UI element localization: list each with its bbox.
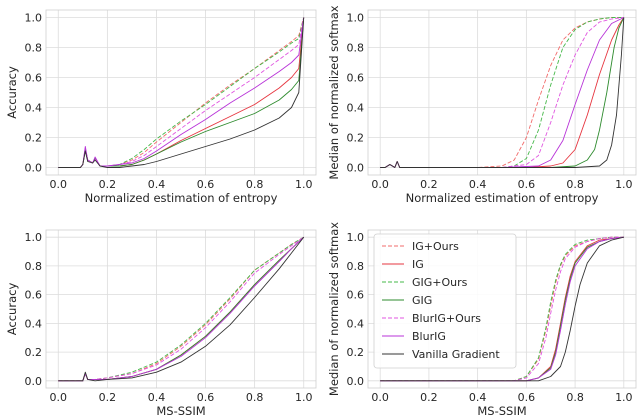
legend-entry-label: IG+Ours: [412, 240, 459, 253]
y-tick-label: 0.6: [25, 72, 43, 85]
y-tick-label: 0.8: [347, 42, 365, 55]
plot-area: [368, 10, 636, 175]
series-line-blurig: [58, 17, 305, 168]
x-tick-label: 0.8: [246, 178, 264, 191]
plot-frame: [45, 229, 317, 389]
series-line-blurig-ours: [58, 236, 304, 382]
y-tick-label: 0.8: [25, 260, 43, 273]
x-tick-label: 0.4: [469, 178, 487, 191]
x-tick-label: 0.2: [420, 178, 438, 191]
legend-entry-label: GIG+Ours: [412, 276, 468, 289]
x-tick-label: 1.0: [615, 391, 633, 404]
y-tick-label: 1.0: [347, 231, 365, 244]
plot-frame: [367, 9, 637, 176]
legend-entry-label: Vanilla Gradient: [412, 348, 500, 361]
y-axis-label: Accuracy: [5, 66, 19, 119]
y-tick-label: 0.8: [347, 260, 365, 273]
x-tick-label: 0.6: [197, 391, 215, 404]
plot-frame: [367, 229, 637, 389]
x-axis-label: Normalized estimation of entropy: [406, 191, 599, 205]
y-tick-label: 0.4: [347, 317, 365, 330]
x-tick-label: 0.2: [420, 391, 438, 404]
x-tick-label: 0.8: [566, 391, 584, 404]
x-tick-label: 1.0: [615, 178, 633, 191]
x-axis-label: MS-SSIM: [156, 404, 205, 416]
legend-entry-label: IG: [412, 258, 424, 271]
legend-entry-label: GIG: [412, 294, 432, 307]
x-tick-label: 0.2: [99, 391, 117, 404]
y-axis-label: Accuracy: [5, 283, 19, 336]
chart-panel-top-left: 0.0 0.2 0.4 0.6 0.8 1.0 0.0 0.2 0.4 0.6 0.8 1.0 Norm…: [5, 9, 317, 205]
x-tick-label: 0.8: [246, 391, 264, 404]
x-axis-label: Normalized estimation of entropy: [85, 191, 278, 205]
plot-area: [46, 230, 316, 388]
y-tick-label: 0.4: [25, 102, 43, 115]
x-tick-label: 0.6: [197, 178, 215, 191]
legend-box: [373, 233, 517, 369]
y-tick-label: 0.6: [347, 289, 365, 302]
legend-entry-label: BlurIG: [412, 330, 446, 343]
y-tick-label: 0.2: [347, 132, 365, 145]
y-tick-label: 0.0: [347, 162, 365, 175]
plot-frame: [45, 9, 317, 176]
x-tick-label: 0.4: [148, 178, 166, 191]
x-tick-label: 0.0: [371, 391, 389, 404]
y-axis-label: Median of normalized softmax: [327, 5, 341, 179]
x-tick-label: 0.0: [50, 178, 68, 191]
y-tick-label: 0.2: [25, 132, 43, 145]
y-axis-label: Median of normalized softmax: [327, 222, 341, 396]
series-line-vanilla-gradient: [58, 17, 305, 168]
y-tick-label: 0.2: [347, 346, 365, 359]
y-tick-label: 1.0: [25, 231, 43, 244]
chart-panel-top-right: 0.0 0.2 0.4 0.6 0.8 1.0 0.0 0.2 0.4 0.6 0.8 1.0 Norm…: [327, 5, 637, 205]
series-line-gig-ours: [58, 236, 304, 382]
x-tick-label: 0.0: [371, 178, 389, 191]
legend-entry-label: BlurIG+Ours: [412, 312, 481, 325]
y-tick-label: 1.0: [25, 12, 43, 25]
x-tick-label: 0.4: [469, 391, 487, 404]
series-line-ig-ours: [380, 17, 624, 168]
y-tick-label: 0.8: [25, 42, 43, 55]
chart-panel-bottom-left: 0.0 0.2 0.4 0.6 0.8 1.0 0.0 0.2 0.4 0.6 0.8 1.0 MS-S…: [5, 229, 317, 416]
x-tick-label: 0.2: [99, 178, 117, 191]
x-axis-label: MS-SSIM: [477, 404, 526, 416]
y-tick-label: 0.0: [25, 162, 43, 175]
y-tick-label: 0.4: [25, 317, 43, 330]
series-line-vanilla-gradient: [380, 17, 625, 168]
plot-area: [46, 10, 316, 175]
y-tick-label: 0.6: [25, 289, 43, 302]
y-tick-label: 0.0: [25, 375, 43, 388]
series-line-vanilla-gradient: [380, 236, 624, 382]
x-tick-label: 1.0: [295, 391, 313, 404]
series-line-blurig-ours: [380, 236, 624, 382]
x-tick-label: 0.0: [50, 391, 68, 404]
y-tick-label: 0.2: [25, 346, 43, 359]
x-tick-label: 1.0: [295, 178, 313, 191]
x-tick-label: 0.6: [518, 391, 536, 404]
series-line-vanilla-gradient: [58, 236, 305, 382]
y-tick-label: 1.0: [347, 12, 365, 25]
x-tick-label: 0.8: [566, 178, 584, 191]
x-tick-label: 0.6: [518, 178, 536, 191]
series-line-blurig: [380, 236, 624, 382]
y-tick-label: 0.6: [347, 72, 365, 85]
series-line-blurig-ours: [58, 17, 305, 168]
legend: IG+Ours IG GIG+Ours GIG BlurIG+Ours BlurIG Van…: [373, 233, 517, 369]
y-tick-label: 0.4: [347, 102, 365, 115]
y-tick-label: 0.0: [347, 375, 365, 388]
x-tick-label: 0.4: [148, 391, 166, 404]
